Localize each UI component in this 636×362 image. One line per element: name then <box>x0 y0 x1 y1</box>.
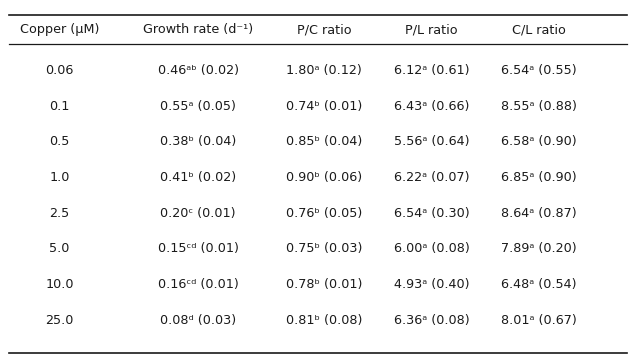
Text: 0.76ᵇ (0.05): 0.76ᵇ (0.05) <box>286 207 363 220</box>
Text: P/C ratio: P/C ratio <box>297 23 352 36</box>
Text: 6.12ᵃ (0.61): 6.12ᵃ (0.61) <box>394 64 469 77</box>
Text: 0.85ᵇ (0.04): 0.85ᵇ (0.04) <box>286 135 363 148</box>
Text: 8.01ᵃ (0.67): 8.01ᵃ (0.67) <box>501 313 576 327</box>
Text: 6.85ᵃ (0.90): 6.85ᵃ (0.90) <box>501 171 576 184</box>
Text: 1.80ᵃ (0.12): 1.80ᵃ (0.12) <box>286 64 362 77</box>
Text: C/L ratio: C/L ratio <box>512 23 565 36</box>
Text: 6.58ᵃ (0.90): 6.58ᵃ (0.90) <box>501 135 576 148</box>
Text: 6.22ᵃ (0.07): 6.22ᵃ (0.07) <box>394 171 469 184</box>
Text: 6.54ᵃ (0.55): 6.54ᵃ (0.55) <box>501 64 576 77</box>
Text: Copper (μM): Copper (μM) <box>20 23 99 36</box>
Text: 6.54ᵃ (0.30): 6.54ᵃ (0.30) <box>394 207 469 220</box>
Text: P/L ratio: P/L ratio <box>405 23 458 36</box>
Text: 0.15ᶜᵈ (0.01): 0.15ᶜᵈ (0.01) <box>158 242 238 255</box>
Text: 8.55ᵃ (0.88): 8.55ᵃ (0.88) <box>501 100 577 113</box>
Text: 0.46ᵃᵇ (0.02): 0.46ᵃᵇ (0.02) <box>158 64 238 77</box>
Text: 0.08ᵈ (0.03): 0.08ᵈ (0.03) <box>160 313 237 327</box>
Text: 6.36ᵃ (0.08): 6.36ᵃ (0.08) <box>394 313 469 327</box>
Text: 0.55ᵃ (0.05): 0.55ᵃ (0.05) <box>160 100 236 113</box>
Text: 8.64ᵃ (0.87): 8.64ᵃ (0.87) <box>501 207 576 220</box>
Text: 4.93ᵃ (0.40): 4.93ᵃ (0.40) <box>394 278 469 291</box>
Text: 1.0: 1.0 <box>50 171 70 184</box>
Text: 0.20ᶜ (0.01): 0.20ᶜ (0.01) <box>160 207 236 220</box>
Text: 0.06: 0.06 <box>45 64 74 77</box>
Text: 5.0: 5.0 <box>50 242 70 255</box>
Text: 6.48ᵃ (0.54): 6.48ᵃ (0.54) <box>501 278 576 291</box>
Text: 0.38ᵇ (0.04): 0.38ᵇ (0.04) <box>160 135 237 148</box>
Text: 0.16ᶜᵈ (0.01): 0.16ᶜᵈ (0.01) <box>158 278 238 291</box>
Text: 5.56ᵃ (0.64): 5.56ᵃ (0.64) <box>394 135 469 148</box>
Text: 7.89ᵃ (0.20): 7.89ᵃ (0.20) <box>501 242 576 255</box>
Text: 0.74ᵇ (0.01): 0.74ᵇ (0.01) <box>286 100 363 113</box>
Text: 0.75ᵇ (0.03): 0.75ᵇ (0.03) <box>286 242 363 255</box>
Text: 0.90ᵇ (0.06): 0.90ᵇ (0.06) <box>286 171 363 184</box>
Text: 0.41ᵇ (0.02): 0.41ᵇ (0.02) <box>160 171 237 184</box>
Text: 0.5: 0.5 <box>50 135 70 148</box>
Text: 0.78ᵇ (0.01): 0.78ᵇ (0.01) <box>286 278 363 291</box>
Text: 25.0: 25.0 <box>45 313 74 327</box>
Text: Growth rate (d⁻¹): Growth rate (d⁻¹) <box>143 23 253 36</box>
Text: 6.43ᵃ (0.66): 6.43ᵃ (0.66) <box>394 100 469 113</box>
Text: 0.81ᵇ (0.08): 0.81ᵇ (0.08) <box>286 313 363 327</box>
Text: 2.5: 2.5 <box>50 207 70 220</box>
Text: 6.00ᵃ (0.08): 6.00ᵃ (0.08) <box>394 242 469 255</box>
Text: 0.1: 0.1 <box>50 100 70 113</box>
Text: 10.0: 10.0 <box>45 278 74 291</box>
